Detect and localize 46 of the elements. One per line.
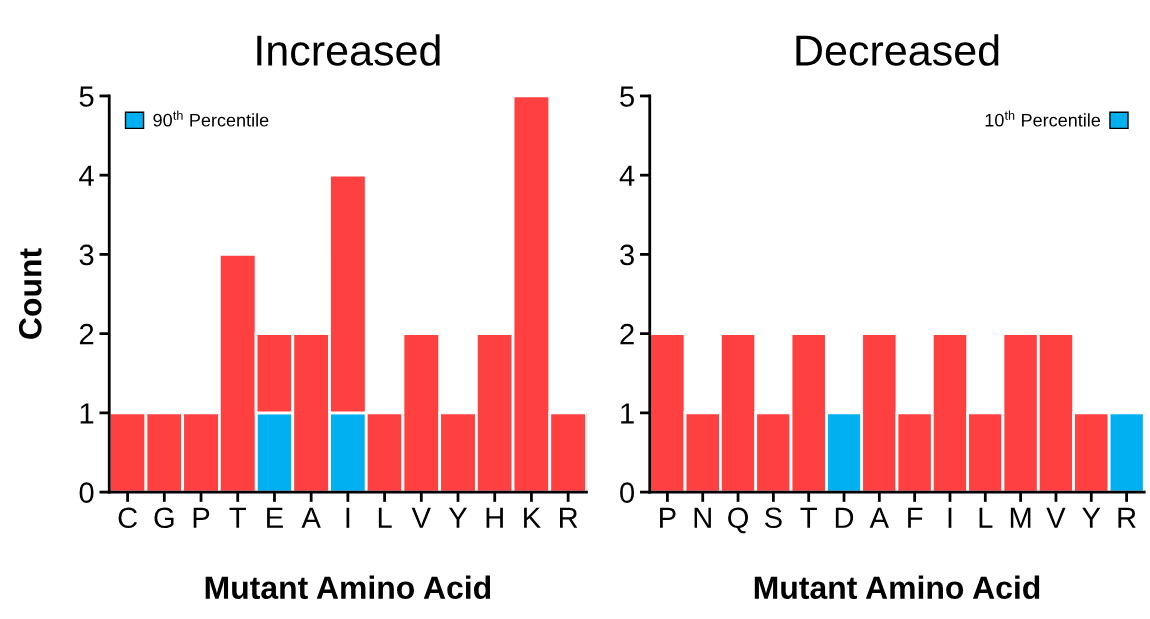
x-tick-label: Y [448,507,468,528]
x-tick-label: I [948,507,952,528]
y-tick-label: 4 [619,165,635,186]
chart-title: Increased [257,34,440,66]
y-tick-label: 1 [80,403,94,424]
x-tick-label: A [869,507,890,528]
x-tick-label: G [154,507,174,529]
x-tick-label: L [378,507,392,528]
x-tick-label: P [660,507,676,528]
x-tick-label: V [1046,507,1066,528]
y-tick-label: 0 [79,482,94,503]
x-tick-label: R [560,507,578,528]
x-axis-title: Mutant Amino Acid [205,575,491,600]
x-tick-label: P [193,507,210,528]
x-tick-label: S [764,507,782,529]
x-tick-label: R [1118,507,1136,528]
x-tick-label: Q [728,507,748,534]
x-tick-label: Y [1082,507,1101,528]
x-tick-label: E [267,507,283,528]
y-tick-label: 0 [620,482,635,503]
x-tick-label: C [118,507,138,529]
x-tick-label: T [800,507,817,528]
legend-label: 10$^{th}$ Percentile [985,110,1101,127]
y-tick-label: 3 [79,244,94,266]
x-tick-label: K [524,507,541,528]
x-tick-label: I [346,507,350,528]
x-tick-label: H [486,507,503,528]
y-tick-label: 3 [620,244,634,266]
y-axis-title: Count [18,248,42,339]
x-tick-label: V [411,507,431,528]
legend-label: 90$^{th}$ Percentile [153,110,269,127]
y-tick-label: 2 [79,323,94,345]
x-tick-label: A [301,507,321,528]
y-tick-label: 2 [620,323,634,345]
y-tick-label: 5 [79,86,94,107]
x-tick-label: D [835,507,854,528]
x-tick-label: F [908,507,923,528]
x-axis-title: Mutant Amino Acid [754,575,1040,600]
y-tick-label: 4 [79,165,94,186]
y-tick-label: 1 [621,403,634,424]
x-tick-label: T [229,507,246,528]
x-tick-label: N [694,507,711,528]
y-tick-label: 5 [620,86,634,107]
chart-title: Decreased [796,34,999,66]
x-tick-label: M [1010,507,1031,528]
x-tick-label: L [979,507,993,528]
